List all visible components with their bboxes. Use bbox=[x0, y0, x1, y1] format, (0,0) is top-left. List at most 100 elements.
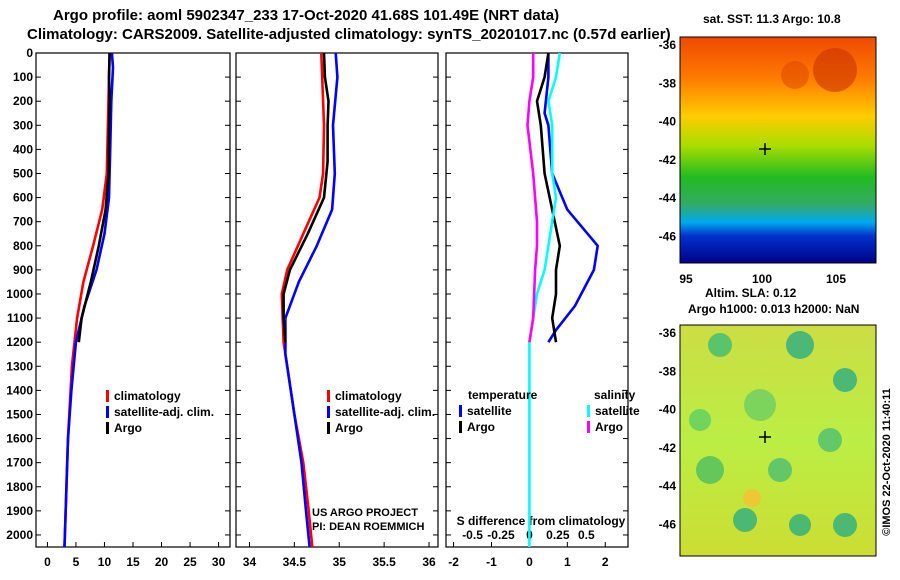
sla-lat-tick: -38 bbox=[659, 364, 677, 378]
sst-lon-tick: 105 bbox=[826, 272, 846, 286]
legend-swatch bbox=[459, 421, 462, 433]
legend-swatch bbox=[459, 405, 462, 417]
depth-tick-label: 1400 bbox=[6, 383, 33, 397]
sla-title-1: Altim. SLA: 0.12 bbox=[705, 286, 797, 300]
sla-eddy bbox=[768, 458, 792, 482]
project-credit: US ARGO PROJECT bbox=[312, 507, 418, 519]
pi-credit: PI: DEAN ROEMMICH bbox=[312, 521, 425, 533]
sst-map-title: sat. SST: 11.3 Argo: 10.8 bbox=[703, 12, 841, 26]
imos-credit: ©IMOS 22-Oct-2020 11:40:11 bbox=[881, 388, 893, 536]
legend-label: Argo bbox=[335, 421, 363, 435]
x-tick-label: 0 bbox=[526, 555, 533, 569]
legend-label: Argo bbox=[114, 421, 142, 435]
sst-lat-tick: -42 bbox=[659, 153, 677, 167]
header-line-1: Argo profile: aoml 5902347_233 17-Oct-20… bbox=[53, 7, 560, 24]
legend-salinity-heading: salinity bbox=[594, 388, 636, 402]
series-climatology bbox=[280, 52, 326, 548]
x-tick-label: 0 bbox=[44, 555, 51, 569]
legend-swatch bbox=[587, 421, 590, 433]
header-line-2: Climatology: CARS2009. Satellite-adjuste… bbox=[27, 26, 671, 43]
legend-label: satellite-adj. clim. bbox=[335, 405, 435, 419]
sst-lat-tick: -44 bbox=[659, 191, 677, 205]
sla-eddy bbox=[818, 428, 842, 452]
sla-eddy bbox=[789, 514, 811, 536]
depth-tick-label: 400 bbox=[13, 142, 33, 156]
sla-eddy bbox=[786, 331, 814, 359]
depth-tick-label: 1500 bbox=[6, 407, 33, 421]
legend-label: climatology bbox=[114, 389, 181, 403]
x-tick-label: 30 bbox=[212, 555, 226, 569]
salinity-diff-axis-label: S difference from climatology bbox=[457, 514, 626, 528]
depth-tick-label: 1100 bbox=[7, 311, 33, 325]
x-tick-label: -2 bbox=[448, 555, 459, 569]
series-argo bbox=[77, 52, 111, 343]
salinity-diff-tick-label: 0.25 bbox=[546, 528, 570, 542]
salinity-diff-tick-label: -0.25 bbox=[487, 528, 515, 542]
sla-high-patch bbox=[743, 489, 761, 507]
series-argo bbox=[282, 52, 330, 343]
x-tick-label: -1 bbox=[486, 555, 497, 569]
sla-eddy bbox=[696, 456, 724, 484]
sla-lat-tick: -36 bbox=[659, 326, 677, 340]
legend-label: satellite-adj. clim. bbox=[114, 405, 214, 419]
sla-lat-tick: -40 bbox=[659, 403, 677, 417]
sla-lat-tick: -46 bbox=[659, 518, 677, 532]
depth-tick-label: 1200 bbox=[6, 335, 33, 349]
legend-swatch bbox=[106, 406, 109, 418]
depth-tick-label: 1600 bbox=[6, 432, 33, 446]
series-t-argo bbox=[535, 52, 562, 343]
salinity-diff-tick-label: -0.5 bbox=[462, 528, 483, 542]
depth-tick-label: 300 bbox=[13, 118, 33, 132]
depth-tick-label: 800 bbox=[13, 239, 33, 253]
panel-3-frame bbox=[445, 52, 629, 548]
series-s-argo bbox=[526, 53, 539, 343]
sst-map-frame bbox=[679, 36, 877, 264]
legend-label: Argo bbox=[595, 420, 623, 434]
legend-swatch bbox=[327, 422, 330, 434]
depth-tick-label: 600 bbox=[13, 191, 33, 205]
legend-label: climatology bbox=[335, 389, 402, 403]
x-tick-label: 2 bbox=[602, 555, 609, 569]
depth-tick-label: 0 bbox=[26, 46, 33, 60]
x-tick-label: 35 bbox=[333, 555, 347, 569]
sla-title-2: Argo h1000: 0.013 h2000: NaN bbox=[688, 302, 860, 316]
sst-lon-tick: 95 bbox=[679, 272, 693, 286]
panel-2-frame bbox=[235, 52, 439, 548]
series-s-satellite bbox=[528, 52, 562, 547]
x-tick-label: 5 bbox=[73, 555, 80, 569]
x-tick-label: 20 bbox=[155, 555, 169, 569]
legend-swatch bbox=[587, 405, 590, 417]
legend-temperature-heading: temperature bbox=[468, 388, 538, 402]
x-tick-label: 34.5 bbox=[283, 555, 307, 569]
legend-label: satellite bbox=[467, 404, 512, 418]
depth-tick-label: 1700 bbox=[6, 456, 33, 470]
x-tick-label: 36 bbox=[422, 555, 436, 569]
depth-tick-label: 1000 bbox=[6, 287, 33, 301]
depth-tick-label: 200 bbox=[13, 94, 33, 108]
sla-lat-tick: -42 bbox=[659, 441, 677, 455]
depth-tick-label: 900 bbox=[13, 263, 33, 277]
legend-label: Argo bbox=[467, 420, 495, 434]
x-tick-label: 10 bbox=[98, 555, 112, 569]
sst-lat-tick: -40 bbox=[659, 115, 677, 129]
sla-map-frame bbox=[679, 324, 877, 557]
x-tick-label: 25 bbox=[183, 555, 197, 569]
sla-eddy bbox=[708, 333, 732, 357]
sst-lat-tick: -38 bbox=[659, 76, 677, 90]
series-satellite-adj-clim- bbox=[63, 52, 115, 548]
sla-eddy bbox=[833, 513, 857, 537]
x-tick-label: 1 bbox=[564, 555, 571, 569]
sla-eddy bbox=[689, 409, 711, 431]
legend-swatch bbox=[327, 406, 330, 418]
sst-warm-patch bbox=[781, 61, 809, 89]
panel-1-frame bbox=[35, 52, 231, 548]
sst-lat-tick: -46 bbox=[659, 230, 677, 244]
sst-warm-patch bbox=[813, 48, 857, 92]
x-tick-label: 34 bbox=[243, 555, 257, 569]
series-t-satellite bbox=[543, 53, 600, 343]
legend-swatch bbox=[106, 422, 109, 434]
x-tick-label: 35.5 bbox=[372, 555, 396, 569]
depth-tick-label: 1900 bbox=[6, 504, 33, 518]
x-tick-label: 15 bbox=[126, 555, 140, 569]
